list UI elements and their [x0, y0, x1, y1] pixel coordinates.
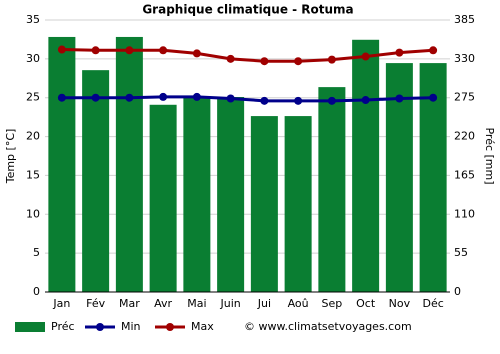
- line: [61, 95, 434, 103]
- y-tick-label: 35: [26, 13, 40, 26]
- x-tick-label: Déc: [422, 297, 443, 310]
- bar: [250, 116, 278, 292]
- line: [61, 48, 434, 63]
- y2-tick-label: 220: [454, 130, 475, 143]
- bar: [48, 36, 76, 293]
- point: [192, 92, 201, 101]
- point: [125, 93, 134, 102]
- point: [294, 57, 303, 66]
- point: [57, 45, 66, 54]
- point: [226, 94, 235, 103]
- point: [91, 46, 100, 55]
- x-tick-label: Mai: [187, 297, 206, 310]
- point: [260, 57, 269, 66]
- legend-label: Min: [121, 320, 141, 333]
- point: [429, 46, 438, 55]
- y-tick-label: 20: [26, 130, 40, 143]
- point: [57, 93, 66, 102]
- y-tick-label: 10: [26, 207, 40, 220]
- bar: [217, 97, 245, 293]
- y-tick-label: 0: [33, 285, 40, 298]
- bar: [82, 70, 110, 292]
- y-tick-label: 15: [26, 168, 40, 181]
- y2-axis-title: Préc [mm]: [483, 127, 496, 184]
- point: [327, 96, 336, 105]
- bar: [149, 104, 177, 292]
- x-tick-label: Sep: [322, 297, 343, 310]
- bar: [352, 39, 380, 293]
- y2-tick-label: 55: [454, 246, 468, 259]
- x-tick-label: Jan: [52, 297, 70, 310]
- y2-tick-label: 0: [454, 285, 461, 298]
- legend-swatch: [15, 322, 45, 332]
- point: [260, 96, 269, 105]
- point: [361, 52, 370, 61]
- y2-tick-label: 275: [454, 91, 475, 104]
- point: [125, 46, 134, 55]
- legend-swatch: [166, 323, 174, 331]
- y2-tick-label: 110: [454, 207, 475, 220]
- point: [294, 96, 303, 105]
- x-tick-label: Jui: [257, 297, 271, 310]
- y2-tick-label: 385: [454, 13, 475, 26]
- y-tick-label: 25: [26, 91, 40, 104]
- point: [327, 55, 336, 64]
- point: [226, 54, 235, 63]
- point: [429, 93, 438, 102]
- bar: [284, 116, 312, 292]
- bar: [183, 97, 211, 293]
- legend-label: Max: [191, 320, 214, 333]
- y-axis-title: Temp [°C]: [4, 129, 17, 185]
- point: [361, 96, 370, 105]
- point: [159, 46, 168, 55]
- legend-label: Préc: [51, 320, 75, 333]
- y2-tick-label: 330: [454, 52, 475, 65]
- x-tick-label: Avr: [154, 297, 172, 310]
- y-tick-label: 30: [26, 52, 40, 65]
- point: [395, 48, 404, 57]
- x-tick-label: Mar: [119, 297, 140, 310]
- credit: © www.climatsetvoyages.com: [244, 320, 412, 333]
- legend-swatch: [96, 323, 104, 331]
- x-tick-label: Fév: [86, 297, 105, 310]
- x-tick-label: Juin: [220, 297, 241, 310]
- point: [91, 93, 100, 102]
- y2-tick-label: 165: [454, 168, 475, 181]
- chart-title: Graphique climatique - Rotuma: [142, 3, 353, 17]
- y-tick-label: 5: [33, 246, 40, 259]
- x-tick-label: Oct: [356, 297, 376, 310]
- point: [159, 92, 168, 101]
- point: [395, 94, 404, 103]
- x-tick-label: Nov: [389, 297, 411, 310]
- x-tick-label: Aoû: [288, 297, 309, 310]
- bar: [318, 87, 346, 292]
- point: [192, 49, 201, 58]
- bar: [115, 36, 143, 293]
